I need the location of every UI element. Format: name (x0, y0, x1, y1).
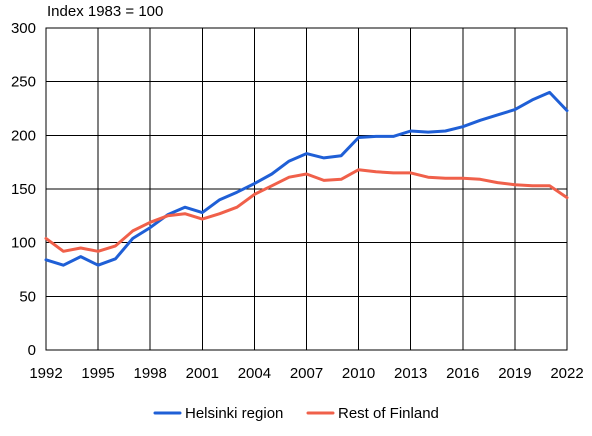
series-line-helsinki-region (44, 90, 569, 267)
x-tick-label: 2001 (186, 365, 219, 382)
x-tick-label: 2007 (290, 365, 323, 382)
series-line-rest-of-finland (44, 168, 569, 253)
x-tick-label: 2010 (342, 365, 375, 382)
y-axis: 0 50 100 150 200 250 300 (11, 20, 36, 359)
legend-item: Rest of Finland (306, 405, 439, 422)
x-axis: 1992 1995 1998 2001 2004 2007 2010 2013 2016 2019… (29, 365, 583, 382)
legend: Helsinki region Rest of Finland (153, 405, 439, 422)
y-tick-label: 300 (11, 20, 36, 37)
x-tick-label: 2013 (394, 365, 427, 382)
legend-label: Helsinki region (185, 405, 283, 422)
legend-label: Rest of Finland (338, 405, 439, 422)
x-tick-label: 2019 (498, 365, 531, 382)
x-tick-label: 1998 (134, 365, 167, 382)
plot-border (45, 27, 568, 351)
x-tick-label: 2004 (238, 365, 271, 382)
x-tick-label: 2022 (550, 365, 583, 382)
y-tick-label: 0 (28, 342, 36, 359)
y-tick-label: 100 (11, 235, 36, 252)
y-tick-label: 150 (11, 181, 36, 198)
plot-frame (45, 27, 568, 351)
x-tick-label: 1995 (81, 365, 114, 382)
x-tick-label: 2016 (446, 365, 479, 382)
y-tick-label: 50 (19, 288, 36, 305)
series-group (44, 90, 569, 267)
legend-item: Helsinki region (153, 405, 283, 422)
y-tick-label: 250 (11, 74, 36, 91)
x-tick-label: 1992 (29, 365, 62, 382)
y-tick-label: 200 (11, 127, 36, 144)
grid (45, 27, 568, 351)
unit-label: Index 1983 = 100 (47, 3, 163, 20)
